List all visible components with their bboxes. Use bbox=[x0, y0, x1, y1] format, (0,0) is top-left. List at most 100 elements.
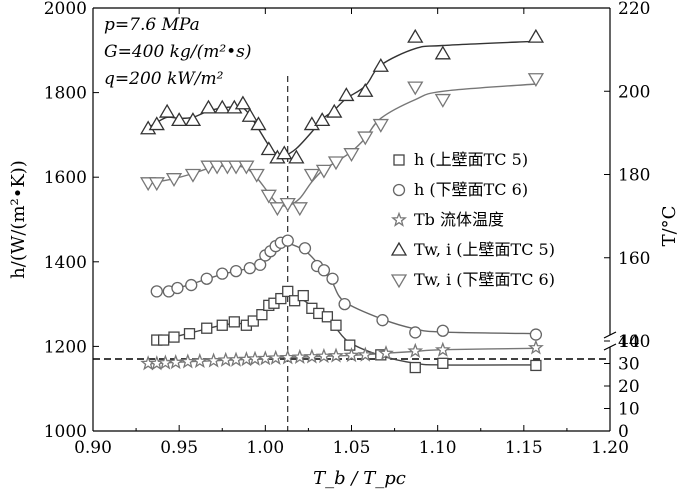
y-right-tick-label: 160 bbox=[618, 249, 650, 269]
series-2-point bbox=[157, 354, 174, 370]
legend-label: h (上壁面TC 5) bbox=[414, 150, 528, 169]
axis-break-mark bbox=[603, 343, 617, 351]
y-right-tick-label: 40 bbox=[618, 332, 640, 352]
series-0-point bbox=[344, 339, 356, 351]
series-3-point bbox=[407, 28, 424, 43]
series-0-point bbox=[282, 285, 294, 298]
series-1-point bbox=[317, 264, 331, 277]
series-4-point bbox=[303, 168, 320, 183]
series-3-point bbox=[158, 103, 176, 118]
series-3-point bbox=[200, 99, 217, 114]
series-3-point bbox=[357, 82, 374, 97]
series-2-point bbox=[279, 349, 296, 365]
series-0-point bbox=[247, 315, 259, 327]
condition-0: p=7.6 MPa bbox=[104, 15, 200, 35]
series-1-point bbox=[281, 234, 294, 247]
series-4-point bbox=[260, 189, 277, 204]
y-right-tick-label: 10 bbox=[618, 400, 640, 420]
legend-label: Tw, i (下壁面TC 6) bbox=[414, 270, 555, 289]
legend-symbol-triangle-up bbox=[390, 241, 408, 256]
series-3-point bbox=[288, 149, 305, 164]
series-4-point bbox=[407, 81, 424, 96]
legend: h (上壁面TC 5) h (下壁面TC 6) Tb 流体温度 Tw, i (上壁面T… bbox=[390, 150, 555, 289]
series-4-point bbox=[279, 197, 296, 212]
series-2-point bbox=[217, 351, 234, 367]
series-3-point bbox=[171, 112, 188, 127]
y-left-tick-label: 2000 bbox=[44, 0, 87, 19]
series-3-point bbox=[372, 57, 389, 72]
legend-label: Tw, i (上壁面TC 5) bbox=[414, 240, 555, 259]
series-3-point bbox=[527, 28, 545, 43]
x-tick-label: 1.15 bbox=[505, 438, 543, 458]
y-right-tick-label: 180 bbox=[618, 166, 650, 186]
series-0-point bbox=[330, 319, 342, 331]
y-left-tick-label: 1800 bbox=[44, 84, 87, 104]
series-3-point bbox=[303, 116, 320, 131]
legend-label: Tb 流体温度 bbox=[414, 210, 504, 229]
y-right-tick-label: 30 bbox=[618, 355, 640, 375]
series-0-point bbox=[183, 328, 196, 340]
series-2-point bbox=[378, 345, 394, 361]
series-2-point bbox=[191, 352, 208, 369]
series-2-point bbox=[179, 353, 196, 369]
series-0-point bbox=[275, 292, 287, 305]
y-right-tick-label: 0 bbox=[618, 422, 629, 442]
series-0-point bbox=[321, 311, 334, 323]
y-right-tick-label: 20 bbox=[618, 377, 640, 397]
legend-symbol-square bbox=[393, 154, 405, 166]
x-tick-label: 1.00 bbox=[246, 438, 284, 458]
y-right-axis-label: T/°C bbox=[659, 206, 680, 247]
series-3-point bbox=[250, 116, 267, 131]
series-1-point bbox=[171, 281, 184, 295]
series-2-point bbox=[205, 352, 222, 368]
legend-label: h (下壁面TC 6) bbox=[414, 180, 528, 199]
y-right-tick-label: 200 bbox=[618, 82, 650, 102]
series-1-point bbox=[409, 326, 422, 339]
series-0-point bbox=[530, 359, 542, 372]
series-2-point bbox=[343, 347, 360, 363]
series-3-point bbox=[314, 112, 331, 127]
series-2-point bbox=[407, 342, 424, 358]
series-4-point bbox=[291, 202, 308, 217]
series-4-point bbox=[434, 93, 451, 108]
x-tick-label: 1.10 bbox=[419, 438, 457, 458]
series-1-point bbox=[229, 264, 243, 278]
condition-2: q=200 kW/m² bbox=[104, 69, 224, 89]
series-2-point bbox=[228, 351, 244, 367]
series-3-point bbox=[434, 45, 451, 60]
y-right-tick-label: 140 bbox=[618, 332, 650, 352]
series-2-point bbox=[357, 346, 374, 362]
series-1-point bbox=[216, 267, 229, 280]
series-1-point bbox=[298, 242, 312, 255]
y-left-tick-label: 1400 bbox=[44, 253, 87, 273]
series-2-point bbox=[247, 350, 263, 366]
series-2-point bbox=[303, 348, 320, 364]
x-tick-label: 0.95 bbox=[160, 438, 198, 458]
series-1-point bbox=[150, 285, 163, 298]
series-0-point bbox=[201, 322, 213, 334]
axis-break-mark bbox=[603, 331, 617, 339]
y-right-tick-label: 220 bbox=[618, 0, 650, 19]
series-4-point bbox=[184, 168, 202, 183]
legend-symbol-star bbox=[391, 211, 407, 227]
series-3-point bbox=[276, 145, 293, 160]
x-axis-label: T_b / T_pc bbox=[313, 468, 406, 489]
series-4-point bbox=[148, 177, 165, 192]
trend-curves bbox=[147, 40, 536, 366]
series-3-point bbox=[234, 95, 252, 110]
x-tick-label: 1.20 bbox=[591, 438, 629, 458]
series-2-point bbox=[434, 341, 451, 357]
series-4-point bbox=[165, 173, 183, 187]
series-2-point bbox=[291, 348, 308, 365]
series-3-point bbox=[260, 141, 277, 156]
series-0-point bbox=[437, 357, 449, 369]
series-4-point bbox=[357, 131, 374, 146]
series-1-point bbox=[529, 328, 543, 341]
series-4-point bbox=[327, 156, 345, 171]
series-0-point bbox=[297, 289, 309, 302]
y-left-tick-label: 1200 bbox=[44, 337, 87, 357]
series-3-point bbox=[326, 103, 343, 118]
y-left-axis-label: h/(W/(m²•K)) bbox=[8, 160, 29, 279]
series-1-point bbox=[200, 272, 213, 285]
